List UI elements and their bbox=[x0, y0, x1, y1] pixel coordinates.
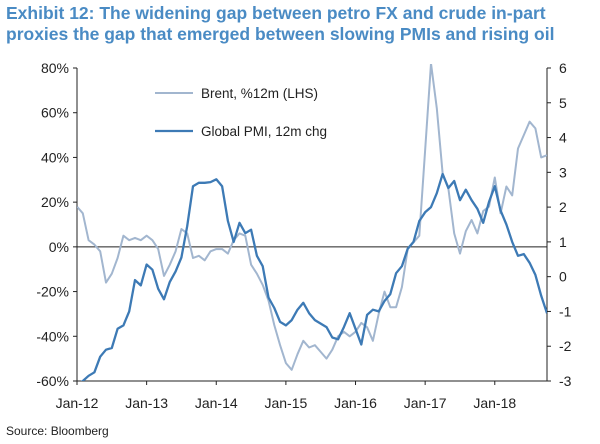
source-note: Source: Bloomberg bbox=[6, 424, 109, 438]
x-tick-label: Jan-17 bbox=[404, 395, 447, 411]
y-right-tick-label: -1 bbox=[559, 303, 572, 319]
y-left-tick-label: -20% bbox=[36, 284, 69, 300]
x-tick-label: Jan-12 bbox=[56, 395, 99, 411]
y-left-tick-label: 60% bbox=[41, 105, 69, 121]
y-right-tick-label: 0 bbox=[559, 269, 567, 285]
y-right-tick-label: 5 bbox=[559, 95, 567, 111]
y-right-tick-label: 6 bbox=[559, 60, 567, 76]
x-tick-label: Jan-14 bbox=[195, 395, 238, 411]
y-left-tick-label: -40% bbox=[36, 328, 69, 344]
y-left-tick-label: 80% bbox=[41, 60, 69, 76]
y-right-tick-label: 4 bbox=[559, 130, 567, 146]
brent-series-line bbox=[77, 64, 547, 371]
y-left-tick-label: 20% bbox=[41, 194, 69, 210]
y-right-tick-label: -3 bbox=[559, 373, 572, 389]
pmi-series-line bbox=[80, 172, 547, 381]
y-right-tick-label: 1 bbox=[559, 234, 567, 250]
x-tick-label: Jan-18 bbox=[473, 395, 516, 411]
y-right-tick-label: -2 bbox=[559, 338, 572, 354]
legend-pmi-label: Global PMI, 12m chg bbox=[201, 124, 327, 139]
title-line-1: Exhibit 12: The widening gap between pet… bbox=[6, 3, 546, 23]
x-tick-label: Jan-16 bbox=[334, 395, 377, 411]
y-left-tick-label: 0% bbox=[49, 239, 69, 255]
y-right-tick-label: 2 bbox=[559, 199, 567, 215]
legend-brent-label: Brent, %12m (LHS) bbox=[201, 86, 318, 101]
title-line-2: proxies the gap that emerged between slo… bbox=[6, 24, 555, 44]
y-left-tick-label: -60% bbox=[36, 373, 69, 389]
y-right-tick-label: 3 bbox=[559, 164, 567, 180]
x-tick-label: Jan-15 bbox=[264, 395, 307, 411]
x-tick-label: Jan-13 bbox=[125, 395, 168, 411]
chart-title: Exhibit 12: The widening gap between pet… bbox=[6, 3, 596, 45]
y-left-tick-label: 40% bbox=[41, 149, 69, 165]
